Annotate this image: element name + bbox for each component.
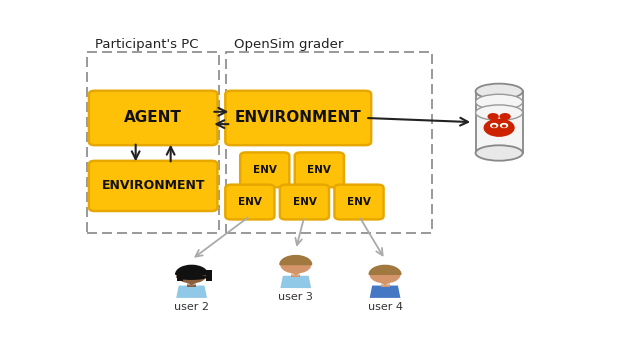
FancyBboxPatch shape [89, 161, 218, 211]
Wedge shape [280, 256, 312, 265]
Ellipse shape [476, 145, 523, 161]
Wedge shape [369, 265, 401, 274]
Text: Participant's PC: Participant's PC [95, 38, 198, 51]
Circle shape [500, 114, 510, 119]
Bar [381, 280, 390, 287]
FancyBboxPatch shape [240, 153, 289, 187]
Text: user 4: user 4 [367, 301, 403, 312]
Text: ENV: ENV [238, 197, 262, 207]
Ellipse shape [476, 84, 523, 99]
Bar [187, 280, 196, 287]
Bar [177, 270, 182, 281]
Polygon shape [191, 283, 199, 286]
FancyBboxPatch shape [225, 185, 275, 219]
Bar [207, 270, 212, 281]
Polygon shape [378, 283, 385, 286]
Text: ENV: ENV [347, 197, 371, 207]
Ellipse shape [476, 94, 523, 110]
Text: user 2: user 2 [174, 301, 209, 312]
Bar [291, 270, 300, 277]
Ellipse shape [176, 274, 207, 280]
Circle shape [491, 123, 498, 127]
Circle shape [502, 125, 506, 127]
Circle shape [484, 119, 514, 136]
Circle shape [493, 125, 495, 127]
Polygon shape [184, 283, 191, 286]
Circle shape [488, 114, 498, 119]
Text: ENVIRONMENT: ENVIRONMENT [101, 179, 205, 193]
Polygon shape [385, 283, 392, 286]
Bar [476, 91, 523, 153]
Text: ENVIRONMENT: ENVIRONMENT [235, 110, 362, 126]
Polygon shape [176, 286, 207, 298]
Text: ENV: ENV [292, 197, 316, 207]
Text: user 3: user 3 [278, 292, 313, 302]
FancyBboxPatch shape [295, 153, 344, 187]
Circle shape [281, 256, 310, 273]
FancyBboxPatch shape [89, 91, 218, 145]
Polygon shape [296, 273, 303, 276]
FancyBboxPatch shape [280, 185, 329, 219]
Circle shape [370, 266, 400, 283]
Text: ENV: ENV [307, 165, 332, 175]
Text: OpenSim grader: OpenSim grader [234, 38, 343, 51]
Polygon shape [280, 276, 311, 288]
Polygon shape [370, 286, 401, 298]
Text: AGENT: AGENT [124, 110, 182, 126]
Ellipse shape [476, 105, 523, 120]
Wedge shape [176, 265, 207, 274]
Polygon shape [288, 273, 296, 276]
Text: ENV: ENV [253, 165, 276, 175]
FancyBboxPatch shape [335, 185, 383, 219]
Circle shape [177, 266, 207, 283]
FancyBboxPatch shape [225, 91, 371, 145]
Circle shape [500, 123, 508, 127]
